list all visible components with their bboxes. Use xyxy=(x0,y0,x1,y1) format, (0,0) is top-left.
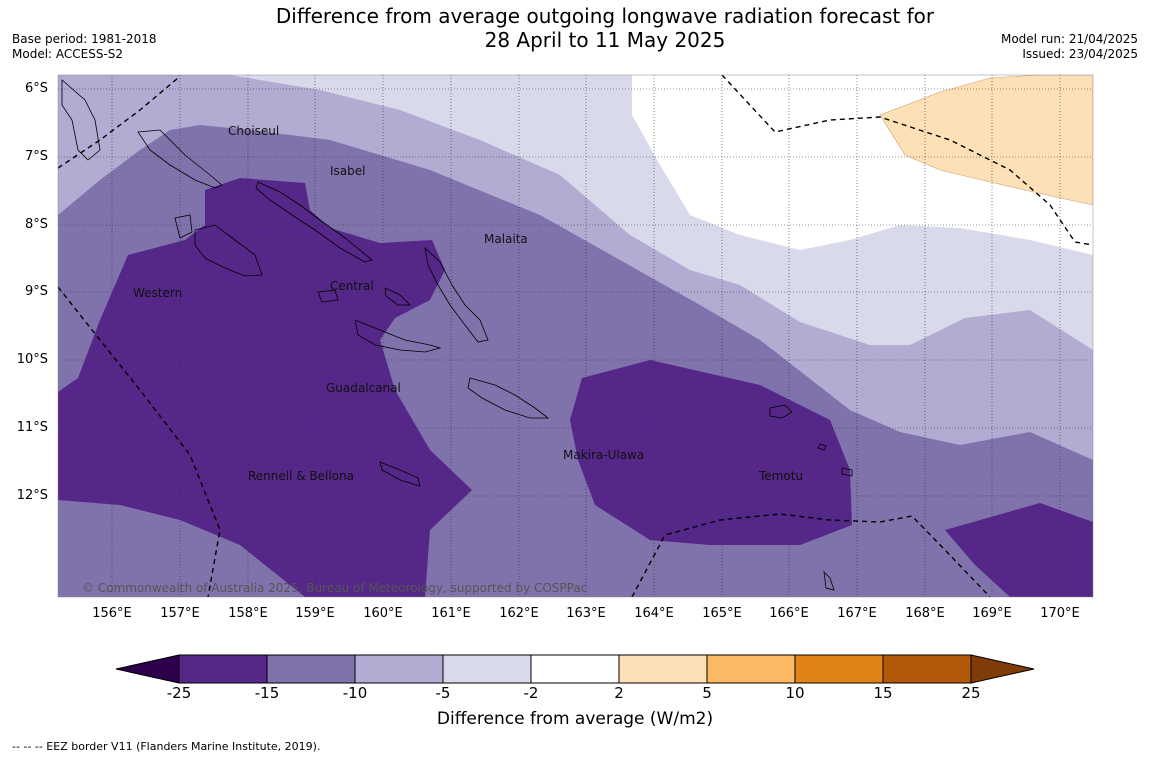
lon-label-164e: 164°E xyxy=(634,606,674,621)
colorbar-tick-minus2: -2 xyxy=(523,684,539,702)
rennell-coast xyxy=(379,461,421,487)
colorbar-tick-2: 2 xyxy=(614,684,624,702)
colorbar-swatch-1 xyxy=(178,654,268,684)
label-western: Western xyxy=(133,286,182,300)
label-makira-ulawa: Makira-Ulawa xyxy=(563,448,644,462)
label-central: Central xyxy=(330,279,374,293)
colorbar-swatch-2 xyxy=(266,654,356,684)
vanikoro-coast xyxy=(841,467,853,477)
russell-islands-coast xyxy=(384,287,411,306)
colorbar-swatch-6 xyxy=(618,654,708,684)
eez-borders xyxy=(58,75,1093,597)
label-rennell-bellona: Rennell & Bellona xyxy=(248,469,354,483)
lat-label-8s: 8°S xyxy=(24,217,48,232)
lon-label-156e: 156°E xyxy=(92,606,132,621)
colorbar-tick-25: 25 xyxy=(961,684,981,702)
lat-label-12s: 12°S xyxy=(16,488,48,503)
colorbar-swatch-7 xyxy=(706,654,796,684)
lat-label-11s: 11°S xyxy=(16,420,48,435)
colorbar-tick-minus25: -25 xyxy=(166,684,192,702)
colorbar-swatch-5 xyxy=(530,654,620,684)
band-2-5 xyxy=(879,75,1093,206)
colorbar-swatch-4 xyxy=(442,654,532,684)
colorbar-tick-5: 5 xyxy=(702,684,712,702)
meta-right: Model run: 21/04/2025 Issued: 23/04/2025 xyxy=(1001,32,1138,62)
graticule xyxy=(58,75,1093,597)
title-line-1: Difference from average outgoing longwav… xyxy=(275,4,935,28)
bougainville-coast xyxy=(61,79,101,161)
lat-label-7s: 7°S xyxy=(24,149,48,164)
new-georgia-coast xyxy=(194,224,263,277)
isabel-coast xyxy=(255,181,373,263)
lon-label-165e: 165°E xyxy=(702,606,742,621)
band-minus25-minus15-central xyxy=(570,360,852,545)
lat-label-9s: 9°S xyxy=(24,284,48,299)
lon-label-162e: 162°E xyxy=(499,606,539,621)
band-minus25-minus15-west xyxy=(58,178,472,597)
map-area: Choiseul Isabel Malaita Western Central … xyxy=(58,75,1093,597)
label-isabel: Isabel xyxy=(330,164,365,178)
florida-islands-coast xyxy=(317,289,339,303)
colorbar-title: Difference from average (W/m2) xyxy=(436,709,714,729)
colorbar-swatch-3 xyxy=(354,654,444,684)
santa-cruz-coast xyxy=(769,404,793,419)
place-labels: Choiseul Isabel Malaita Western Central … xyxy=(133,124,803,483)
torres-islands-coast xyxy=(823,570,835,591)
lon-label-169e: 169°E xyxy=(972,606,1012,621)
copyright-notice: © Commonwealth of Australia 2025, Bureau… xyxy=(82,581,587,595)
label-malaita: Malaita xyxy=(484,232,528,246)
lon-label-157e: 157°E xyxy=(160,606,200,621)
malaita-coast xyxy=(424,246,489,343)
coastlines xyxy=(61,79,853,591)
guadalcanal-coast xyxy=(354,319,442,353)
model-name: Model: ACCESS-S2 xyxy=(12,47,124,61)
band-minus25-minus15-east xyxy=(945,503,1093,597)
lon-label-170e: 170°E xyxy=(1040,606,1080,621)
model-run: Model run: 21/04/2025 xyxy=(1000,32,1138,46)
base-period: Base period: 1981-2018 xyxy=(12,32,157,46)
colorbar-tick-15: 15 xyxy=(873,684,893,702)
lon-label-161e: 161°E xyxy=(431,606,471,621)
lon-label-163e: 163°E xyxy=(566,606,606,621)
label-temotu: Temotu xyxy=(758,469,803,483)
colorbar-extend-max xyxy=(970,654,1035,684)
makira-coast xyxy=(467,377,550,419)
colorbar-tick-10: 10 xyxy=(785,684,805,702)
lon-label-166e: 166°E xyxy=(769,606,809,621)
colorbar-tick-minus15: -15 xyxy=(254,684,280,702)
lon-label-159e: 159°E xyxy=(295,606,335,621)
colorbar-tick-minus5: -5 xyxy=(435,684,451,702)
lon-label-167e: 167°E xyxy=(837,606,877,621)
colorbar-swatch-8 xyxy=(794,654,884,684)
lat-label-6s: 6°S xyxy=(24,81,48,96)
colorbar-tick-minus10: -10 xyxy=(342,684,368,702)
colorbar-swatch-9 xyxy=(882,654,972,684)
map-frame xyxy=(57,74,1094,598)
colorbar xyxy=(115,654,1035,684)
label-choiseul: Choiseul xyxy=(228,124,279,138)
lon-label-160e: 160°E xyxy=(363,606,403,621)
meta-left: Base period: 1981-2018 Model: ACCESS-S2 xyxy=(12,32,157,62)
utupua-coast xyxy=(817,443,827,451)
label-guadalcanal: Guadalcanal xyxy=(326,381,401,395)
title-line-2: 28 April to 11 May 2025 xyxy=(484,28,726,52)
chart-title: Difference from average outgoing longwav… xyxy=(240,4,970,52)
lon-label-168e: 168°E xyxy=(905,606,945,621)
eez-footnote: -- -- -- EEZ border V11 (Flanders Marine… xyxy=(12,740,321,753)
choiseul-coast xyxy=(137,129,223,189)
lon-label-158e: 158°E xyxy=(228,606,268,621)
issued-date: Issued: 23/04/2025 xyxy=(1022,47,1138,61)
lat-label-10s: 10°S xyxy=(16,352,48,367)
vella-lavella-coast xyxy=(174,214,193,239)
colorbar-extend-min xyxy=(115,654,180,684)
